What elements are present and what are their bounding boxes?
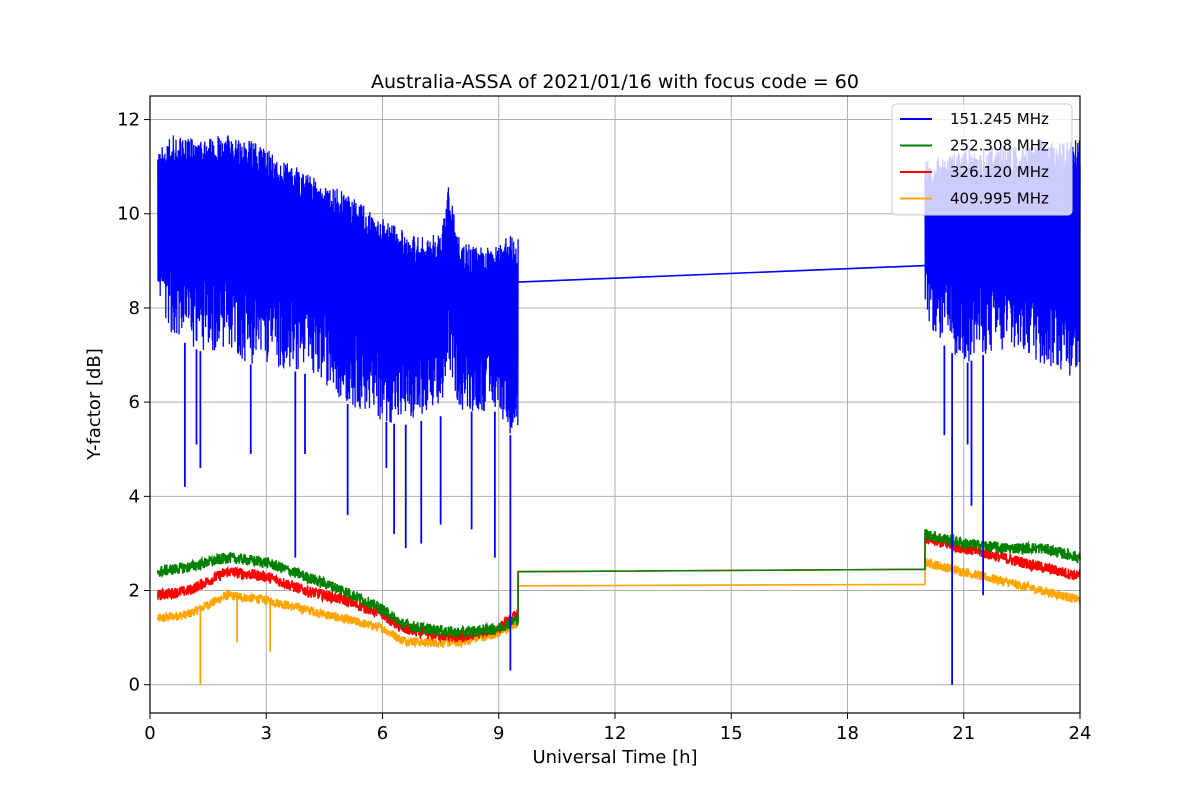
x-tick-label: 18 (836, 723, 859, 744)
x-tick-label: 15 (720, 723, 743, 744)
x-tick-label: 6 (377, 723, 388, 744)
legend-label-326-120-mhz: 326.120 MHz (950, 163, 1049, 181)
y-tick-label: 12 (117, 110, 140, 131)
legend: 151.245 MHz 252.308 MHz 326.120 MHz 409.995… (891, 103, 1073, 216)
legend-label-151-245-mhz: 151.245 MHz (950, 110, 1049, 128)
y-tick-label: 2 (129, 581, 140, 602)
legend-label-252-308-mhz: 252.308 MHz (950, 137, 1049, 155)
x-tick-label: 24 (1069, 723, 1092, 744)
x-tick-label: 21 (952, 723, 975, 744)
legend-box (891, 103, 1073, 216)
series-151-245-mhz-gap-line (518, 264, 926, 283)
x-axis-title: Universal Time [h] (532, 747, 697, 768)
series-409-995-mhz-line (157, 558, 1081, 649)
series-252-308-mhz-line (157, 529, 1081, 639)
y-tick-label: 10 (117, 204, 140, 225)
x-tick-label: 9 (493, 723, 504, 744)
y-tick-label: 6 (129, 392, 140, 413)
series-151-245-mhz-line (157, 135, 519, 434)
series-layer (157, 135, 1081, 685)
y-axis-title: Y-factor [dB] (84, 348, 105, 461)
y-tick-label: 4 (129, 486, 140, 507)
y-tick-label: 8 (129, 298, 140, 319)
y-tick-label: 0 (129, 675, 140, 696)
x-tick-label: 0 (144, 723, 155, 744)
x-tick-label: 12 (604, 723, 627, 744)
x-tick-label: 3 (261, 723, 272, 744)
legend-label-409-995-mhz: 409.995 MHz (950, 190, 1049, 208)
chart-title: Australia-ASSA of 2021/01/16 with focus … (371, 71, 859, 93)
